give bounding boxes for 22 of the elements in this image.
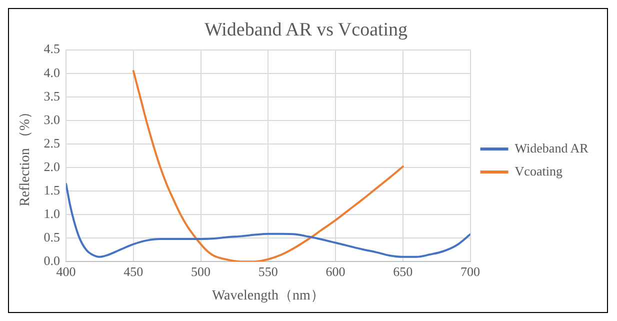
x-tick-label: 550: [258, 264, 278, 279]
legend-label: Vcoating: [514, 163, 563, 178]
y-tick-label: 1.0: [44, 206, 60, 221]
y-tick-label: 1.5: [44, 182, 60, 198]
x-tick-label: 600: [326, 264, 346, 279]
y-tick-label: 0.5: [44, 229, 60, 244]
y-tick-label: 2.0: [44, 158, 60, 174]
y-tick-label: 2.5: [44, 135, 60, 150]
x-axis-title: Wavelength（nm）: [212, 288, 324, 304]
line-series: [66, 182, 470, 258]
y-axis-title: Reflection （%）: [18, 104, 34, 206]
chart-title: Wideband AR vs Vcoating: [204, 19, 408, 40]
y-tick-label: 4.5: [44, 41, 60, 56]
x-tick-label: 500: [191, 264, 211, 279]
y-tick-label: 4.0: [44, 64, 60, 80]
line-series: [132, 70, 404, 262]
y-tick-label: 3.0: [44, 112, 60, 127]
x-tick-label: 650: [393, 264, 413, 279]
y-tick-label: 3.5: [44, 88, 60, 104]
x-tick-label: 700: [460, 264, 480, 279]
x-tick-label: 450: [124, 264, 144, 279]
legend-label: Wideband AR: [514, 140, 589, 156]
